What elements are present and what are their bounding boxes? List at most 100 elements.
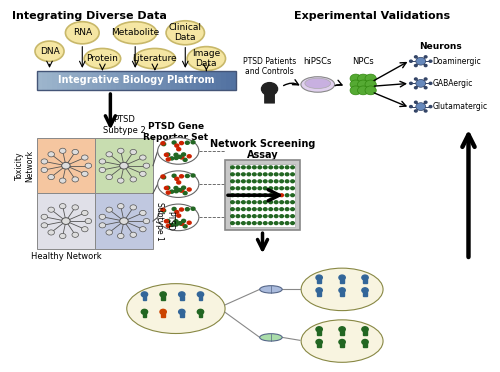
Circle shape bbox=[82, 210, 88, 215]
Circle shape bbox=[291, 208, 294, 211]
Circle shape bbox=[180, 222, 184, 225]
Circle shape bbox=[339, 327, 345, 332]
Circle shape bbox=[82, 171, 88, 176]
Circle shape bbox=[72, 177, 78, 182]
Circle shape bbox=[252, 166, 256, 169]
Bar bbox=[52, 71, 57, 90]
Circle shape bbox=[170, 223, 174, 227]
Circle shape bbox=[280, 208, 283, 211]
Circle shape bbox=[424, 101, 427, 103]
Bar bbox=[95, 193, 153, 249]
Bar bbox=[72, 71, 77, 90]
Circle shape bbox=[236, 215, 240, 218]
Bar bbox=[102, 71, 107, 90]
Circle shape bbox=[143, 163, 150, 168]
Circle shape bbox=[130, 177, 136, 182]
Text: GABAergic: GABAergic bbox=[432, 79, 473, 88]
Bar bbox=[86, 71, 92, 90]
Circle shape bbox=[316, 340, 322, 344]
FancyBboxPatch shape bbox=[264, 92, 275, 103]
Text: Literature: Literature bbox=[132, 54, 177, 63]
Circle shape bbox=[186, 141, 190, 144]
Circle shape bbox=[230, 215, 234, 218]
Circle shape bbox=[274, 222, 278, 225]
Circle shape bbox=[161, 175, 165, 178]
Bar bbox=[162, 313, 165, 317]
Bar bbox=[186, 71, 192, 90]
Text: Neurons: Neurons bbox=[419, 42, 462, 51]
Text: Integrative Biology Platfrom: Integrative Biology Platfrom bbox=[58, 76, 214, 86]
Circle shape bbox=[41, 167, 48, 173]
Circle shape bbox=[230, 180, 234, 183]
Circle shape bbox=[161, 142, 165, 145]
Bar bbox=[318, 292, 321, 296]
Circle shape bbox=[252, 173, 256, 176]
Circle shape bbox=[48, 152, 54, 157]
Circle shape bbox=[242, 173, 245, 176]
Circle shape bbox=[414, 101, 417, 103]
Circle shape bbox=[242, 180, 245, 183]
Circle shape bbox=[236, 180, 240, 183]
Circle shape bbox=[85, 218, 91, 224]
Ellipse shape bbox=[158, 138, 199, 164]
Circle shape bbox=[174, 153, 178, 156]
Bar bbox=[156, 71, 162, 90]
Circle shape bbox=[172, 141, 176, 144]
Circle shape bbox=[242, 208, 245, 211]
Circle shape bbox=[191, 207, 195, 210]
Circle shape bbox=[339, 275, 345, 280]
Circle shape bbox=[183, 192, 187, 195]
Circle shape bbox=[180, 222, 184, 225]
Bar bbox=[37, 138, 95, 193]
Ellipse shape bbox=[260, 286, 282, 293]
Circle shape bbox=[247, 166, 250, 169]
Ellipse shape bbox=[166, 21, 204, 45]
Circle shape bbox=[178, 310, 185, 314]
Bar bbox=[47, 71, 52, 90]
Circle shape bbox=[269, 194, 272, 197]
Ellipse shape bbox=[158, 171, 199, 198]
Bar bbox=[76, 71, 82, 90]
Circle shape bbox=[258, 180, 262, 183]
Circle shape bbox=[187, 155, 191, 158]
Circle shape bbox=[143, 218, 150, 224]
Text: Experimental Validations: Experimental Validations bbox=[294, 11, 450, 20]
Circle shape bbox=[424, 87, 427, 89]
Circle shape bbox=[191, 141, 195, 144]
Text: Toxicity
Network: Toxicity Network bbox=[15, 150, 34, 182]
Bar bbox=[162, 296, 165, 300]
Circle shape bbox=[274, 194, 278, 197]
Circle shape bbox=[410, 106, 412, 108]
Circle shape bbox=[177, 214, 180, 217]
Circle shape bbox=[414, 78, 417, 80]
Circle shape bbox=[178, 222, 182, 225]
Circle shape bbox=[236, 222, 240, 225]
Circle shape bbox=[410, 82, 412, 84]
Circle shape bbox=[106, 174, 112, 180]
Circle shape bbox=[85, 163, 91, 168]
Circle shape bbox=[252, 187, 256, 190]
Circle shape bbox=[186, 174, 190, 177]
Circle shape bbox=[174, 186, 178, 190]
Bar bbox=[37, 71, 43, 90]
Circle shape bbox=[41, 223, 48, 228]
Circle shape bbox=[291, 173, 294, 176]
Circle shape bbox=[99, 223, 105, 228]
Circle shape bbox=[362, 327, 368, 332]
Circle shape bbox=[350, 86, 362, 95]
Circle shape bbox=[264, 215, 267, 218]
Text: Integrating Diverse Data: Integrating Diverse Data bbox=[12, 11, 166, 20]
Circle shape bbox=[424, 110, 427, 112]
Circle shape bbox=[130, 205, 136, 210]
Circle shape bbox=[286, 201, 289, 203]
Ellipse shape bbox=[114, 22, 156, 44]
Circle shape bbox=[164, 220, 168, 223]
Circle shape bbox=[62, 162, 70, 169]
Circle shape bbox=[274, 173, 278, 176]
Bar bbox=[142, 313, 146, 317]
Circle shape bbox=[175, 211, 179, 214]
Circle shape bbox=[230, 194, 234, 197]
Circle shape bbox=[198, 310, 203, 314]
Bar bbox=[211, 71, 216, 90]
Circle shape bbox=[177, 148, 180, 151]
